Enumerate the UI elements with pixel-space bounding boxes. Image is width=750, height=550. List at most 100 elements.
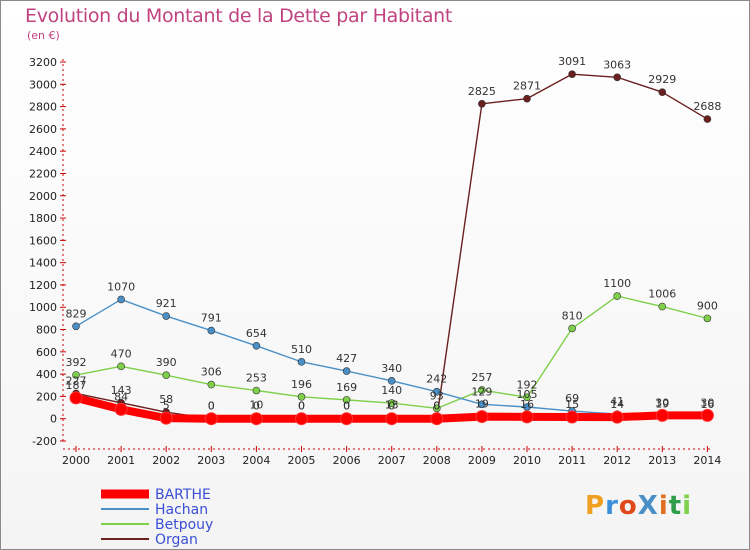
data-label-hachan: 829	[66, 307, 87, 320]
data-label-hachan: 129	[471, 385, 492, 398]
x-tick-label: 2003	[197, 454, 225, 467]
data-point-organ	[478, 100, 486, 108]
data-point-betpouy	[297, 393, 306, 401]
data-label-hachan: 340	[381, 362, 402, 375]
data-label-barthe: 0	[298, 400, 305, 413]
data-point-betpouy	[523, 393, 531, 402]
data-label-organ: 2929	[648, 73, 676, 86]
x-tick-label: 2002	[152, 454, 180, 467]
data-label-organ: 10	[249, 399, 263, 412]
data-label-betpouy: 196	[291, 378, 312, 391]
x-tick-label: 2012	[603, 454, 631, 467]
data-point-barthe	[295, 412, 308, 426]
data-point-barthe	[430, 412, 444, 426]
data-label-betpouy: 900	[697, 299, 718, 312]
y-tick-label: -200	[32, 435, 57, 448]
data-label-betpouy: 470	[111, 347, 132, 360]
data-point-betpouy	[568, 324, 576, 333]
data-label-organ: 0	[298, 400, 305, 413]
x-tick-label: 2000	[62, 454, 90, 467]
data-label-organ: 3091	[558, 55, 586, 68]
data-point-hachan	[117, 295, 125, 304]
data-label-barthe: 0	[433, 400, 440, 413]
data-point-barthe	[475, 410, 489, 424]
logo-letter: t	[668, 491, 683, 521]
data-point-barthe	[565, 410, 579, 424]
x-tick-label: 2009	[468, 454, 496, 467]
data-label-barthe: 16	[520, 398, 534, 411]
data-label-barthe: 14	[610, 398, 624, 411]
x-tick-label: 2014	[693, 454, 721, 467]
data-label-barthe: 15	[565, 398, 579, 411]
data-point-hachan	[297, 358, 306, 366]
data-point-barthe	[340, 412, 354, 426]
x-tick-label: 2008	[423, 454, 451, 467]
data-point-betpouy	[72, 371, 80, 379]
data-label-barthe: 0	[343, 400, 350, 413]
y-tick-label: 1400	[29, 257, 57, 270]
data-point-hachan	[342, 367, 351, 375]
data-label-betpouy: 192	[517, 378, 538, 391]
data-point-barthe	[610, 410, 624, 424]
data-point-betpouy	[342, 396, 351, 404]
data-label-organ: 3063	[603, 58, 631, 71]
data-point-betpouy	[207, 380, 216, 389]
data-point-hachan	[387, 377, 396, 385]
data-label-hachan: 1070	[107, 280, 135, 293]
data-label-barthe: 30	[700, 396, 714, 409]
data-point-betpouy	[478, 386, 486, 394]
data-point-barthe	[114, 402, 128, 416]
data-label-organ: 143	[111, 384, 132, 397]
data-label-betpouy: 257	[471, 371, 492, 384]
legend-label-hachan: Hachan	[155, 502, 208, 518]
legend-label-barthe: BARTHE	[155, 487, 211, 503]
x-tick-label: 2011	[558, 454, 586, 467]
data-label-betpouy: 810	[562, 309, 583, 322]
data-label-organ: 0	[208, 400, 215, 413]
y-tick-label: 2400	[29, 145, 57, 158]
data-label-hachan: 654	[246, 327, 267, 340]
data-label-betpouy: 392	[66, 356, 87, 369]
data-label-betpouy: 93	[430, 389, 444, 402]
data-point-hachan	[252, 342, 261, 350]
data-point-hachan	[207, 326, 216, 335]
chart-title: Evolution du Montant de la Dette par Hab…	[25, 5, 453, 27]
data-point-betpouy	[387, 399, 396, 407]
data-point-barthe	[69, 391, 83, 405]
x-tick-label: 2013	[648, 454, 676, 467]
x-tick-label: 2007	[378, 454, 406, 467]
data-point-barthe	[700, 408, 714, 422]
y-tick-label: 2200	[29, 167, 57, 180]
data-point-betpouy	[658, 302, 667, 311]
data-label-hachan: 69	[565, 392, 579, 405]
x-tick-label: 2005	[288, 454, 316, 467]
y-tick-label: 3200	[29, 56, 57, 69]
x-tick-label: 2010	[513, 454, 541, 467]
y-tick-label: 400	[36, 368, 57, 381]
data-point-betpouy	[252, 386, 261, 395]
data-point-betpouy	[117, 362, 125, 371]
data-point-betpouy	[162, 371, 170, 380]
y-tick-label: 600	[36, 346, 57, 359]
data-point-organ	[613, 73, 622, 82]
data-label-hachan: 510	[291, 343, 312, 356]
data-label-hachan: 16	[700, 398, 714, 411]
data-label-betpouy: 390	[156, 356, 177, 369]
data-label-betpouy: 253	[246, 372, 267, 385]
data-label-organ: 2871	[513, 80, 541, 93]
legend-label-organ: Organ	[155, 532, 198, 548]
data-point-barthe	[385, 412, 399, 426]
data-label-organ: 2688	[693, 100, 721, 113]
data-point-barthe	[204, 412, 218, 426]
x-tick-label: 2006	[333, 454, 361, 467]
data-label-organ: 0	[343, 400, 350, 413]
data-label-hachan: 791	[201, 312, 222, 325]
logo-letter: r	[605, 491, 619, 521]
data-label-barthe: 19	[475, 398, 489, 411]
legend-label-betpouy: Betpouy	[155, 517, 213, 533]
data-point-betpouy	[613, 292, 622, 300]
x-tick-label: 2001	[107, 454, 135, 467]
chart-subtitle: (en €)	[27, 29, 60, 42]
